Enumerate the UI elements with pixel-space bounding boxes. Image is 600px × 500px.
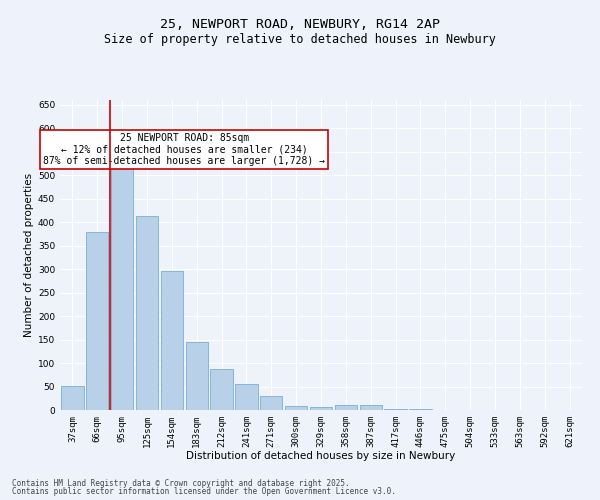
Bar: [111, 166, 133, 410]
Bar: [285, 406, 307, 410]
Text: 25, NEWPORT ROAD, NEWBURY, RG14 2AP: 25, NEWPORT ROAD, NEWBURY, RG14 2AP: [160, 18, 440, 30]
Bar: [161, 270, 183, 410]
Text: 25 NEWPORT ROAD: 85sqm
← 12% of detached houses are smaller (234)
87% of semi-de: 25 NEWPORT ROAD: 85sqm ← 12% of detached…: [43, 133, 325, 166]
Bar: [359, 406, 382, 410]
Bar: [260, 396, 283, 410]
Text: Contains public sector information licensed under the Open Government Licence v3: Contains public sector information licen…: [12, 487, 396, 496]
Bar: [61, 386, 83, 410]
Bar: [211, 369, 233, 410]
Bar: [385, 409, 407, 410]
Bar: [136, 216, 158, 410]
Bar: [235, 384, 257, 410]
Bar: [86, 232, 109, 410]
Y-axis label: Number of detached properties: Number of detached properties: [24, 173, 34, 337]
Bar: [185, 342, 208, 410]
Text: Size of property relative to detached houses in Newbury: Size of property relative to detached ho…: [104, 32, 496, 46]
X-axis label: Distribution of detached houses by size in Newbury: Distribution of detached houses by size …: [187, 452, 455, 462]
Text: Contains HM Land Registry data © Crown copyright and database right 2025.: Contains HM Land Registry data © Crown c…: [12, 478, 350, 488]
Bar: [409, 408, 431, 410]
Bar: [335, 406, 357, 410]
Bar: [310, 407, 332, 410]
